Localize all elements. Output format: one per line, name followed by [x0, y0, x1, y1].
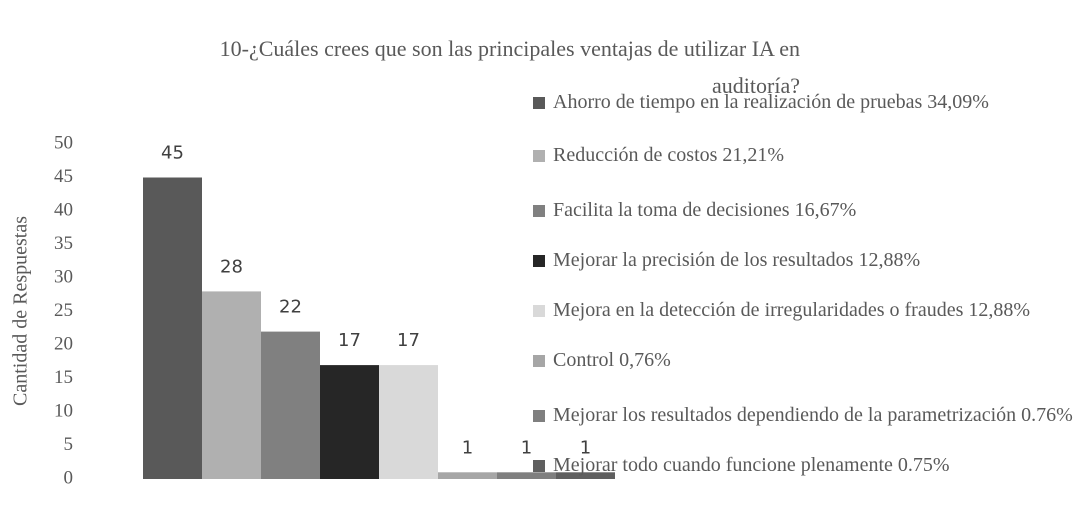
legend-swatch — [533, 255, 545, 267]
y-tick-label: 20 — [54, 333, 73, 354]
y-tick-label: 30 — [54, 266, 73, 287]
bar — [438, 472, 497, 479]
legend-swatch — [533, 355, 545, 367]
data-label: 1 — [521, 437, 532, 458]
bar — [261, 331, 320, 479]
legend-label: Reducción de costos 21,21% — [553, 144, 785, 166]
y-axis-label: Cantidad de Respuestas — [10, 216, 32, 406]
y-tick-label: 45 — [54, 166, 73, 187]
data-label: 1 — [462, 437, 473, 458]
legend-label: Control 0,76% — [553, 349, 671, 371]
y-tick-label: 5 — [64, 434, 74, 455]
data-label: 45 — [161, 143, 184, 164]
legend-label: Ahorro de tiempo en la realización de pr… — [553, 91, 989, 113]
bar — [320, 365, 379, 479]
y-tick-label: 50 — [54, 132, 73, 153]
data-label: 22 — [279, 297, 302, 318]
legend-label: Mejora en la detección de irregularidade… — [553, 299, 1031, 321]
bar — [379, 365, 438, 479]
legend-swatch — [533, 460, 545, 472]
y-tick-label: 0 — [64, 467, 74, 488]
legend-swatch — [533, 97, 545, 109]
data-label: 1 — [580, 437, 591, 458]
bar — [497, 472, 556, 479]
data-label: 17 — [338, 330, 361, 351]
y-tick-label: 40 — [54, 199, 73, 220]
legend-label: Facilita la toma de decisiones 16,67% — [553, 199, 857, 221]
y-tick-label: 35 — [54, 233, 73, 254]
legend-label: Mejorar los resultados dependiendo de la… — [553, 404, 1073, 426]
chart-title: 10-¿Cuáles crees que son las principales… — [219, 36, 800, 98]
legend-swatch — [533, 305, 545, 317]
legend-label: Mejorar todo cuando funcione plenamente … — [553, 454, 950, 476]
y-tick-label: 15 — [54, 367, 73, 388]
bar — [202, 291, 261, 479]
y-tick-label: 25 — [54, 300, 73, 321]
bar — [556, 472, 615, 479]
legend-label: Mejorar la precisión de los resultados 1… — [553, 249, 921, 271]
y-tick-label: 10 — [54, 400, 73, 421]
legend-swatch — [533, 410, 545, 422]
bar — [143, 177, 202, 479]
legend-swatch — [533, 205, 545, 217]
data-label: 17 — [397, 330, 420, 351]
data-label: 28 — [220, 256, 243, 277]
legend-swatch — [533, 150, 545, 162]
